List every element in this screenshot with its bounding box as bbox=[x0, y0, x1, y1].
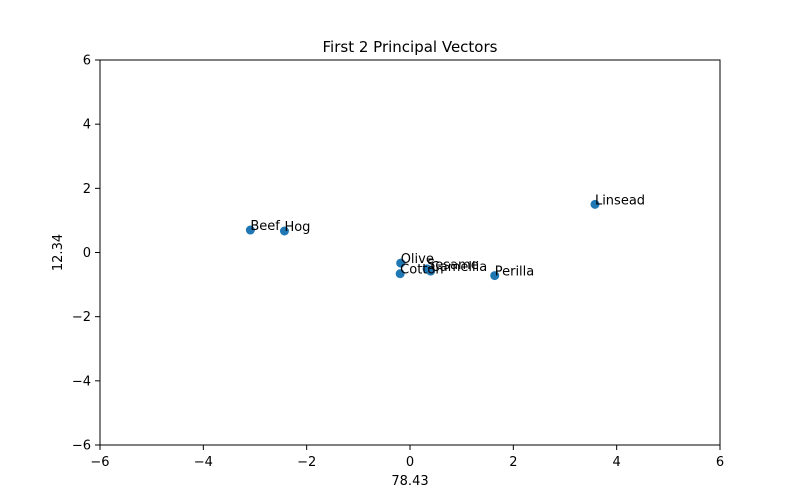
x-tick-label: 2 bbox=[509, 455, 517, 470]
ticks-layer: −6 −4 −2 0 2 4 6 −6 −4 −2 0 2 4 6 bbox=[72, 54, 724, 471]
y-tick-label: −6 bbox=[72, 439, 91, 454]
y-tick-label: 4 bbox=[83, 118, 91, 133]
chart-title: First 2 Principal Vectors bbox=[323, 38, 498, 56]
point-label-beef: Beef bbox=[250, 219, 280, 234]
x-tick-label: 6 bbox=[716, 455, 724, 470]
y-axis-label: 12.34 bbox=[51, 234, 66, 271]
point-label-olive: Olive bbox=[401, 252, 434, 267]
scatter-point-beef bbox=[245, 225, 255, 235]
points-layer bbox=[245, 199, 600, 281]
y-tick-label: −4 bbox=[72, 374, 91, 389]
y-tick-label: −2 bbox=[72, 310, 91, 325]
x-tick-label: −2 bbox=[297, 455, 316, 470]
scatter-point-camellia bbox=[426, 266, 436, 276]
point-label-sesame: Sesame bbox=[427, 258, 479, 273]
y-tick-label: 2 bbox=[83, 182, 91, 197]
x-tick-label: −4 bbox=[194, 455, 213, 470]
x-axis-label: 78.43 bbox=[391, 474, 428, 489]
scatter-point-olive bbox=[396, 258, 406, 268]
scatter-point-linsead bbox=[590, 199, 600, 209]
x-tick-label: 4 bbox=[613, 455, 621, 470]
point-label-hog: Hog bbox=[284, 220, 310, 235]
point-label-camellia: Camellia bbox=[431, 260, 488, 275]
x-tick-label: 0 bbox=[406, 455, 414, 470]
point-label-linsead: Linsead bbox=[595, 193, 645, 208]
scatter-point-cotton bbox=[395, 269, 405, 279]
scatter-point-hog bbox=[279, 226, 289, 236]
point-label-cotton: Cotton bbox=[400, 263, 443, 278]
scatter-point-perilla bbox=[490, 271, 500, 281]
x-tick-label: −6 bbox=[90, 455, 109, 470]
y-tick-label: 0 bbox=[83, 246, 91, 261]
point-label-perilla: Perilla bbox=[495, 265, 535, 280]
y-tick-label: 6 bbox=[83, 54, 91, 69]
plot-area-frame bbox=[99, 59, 721, 446]
